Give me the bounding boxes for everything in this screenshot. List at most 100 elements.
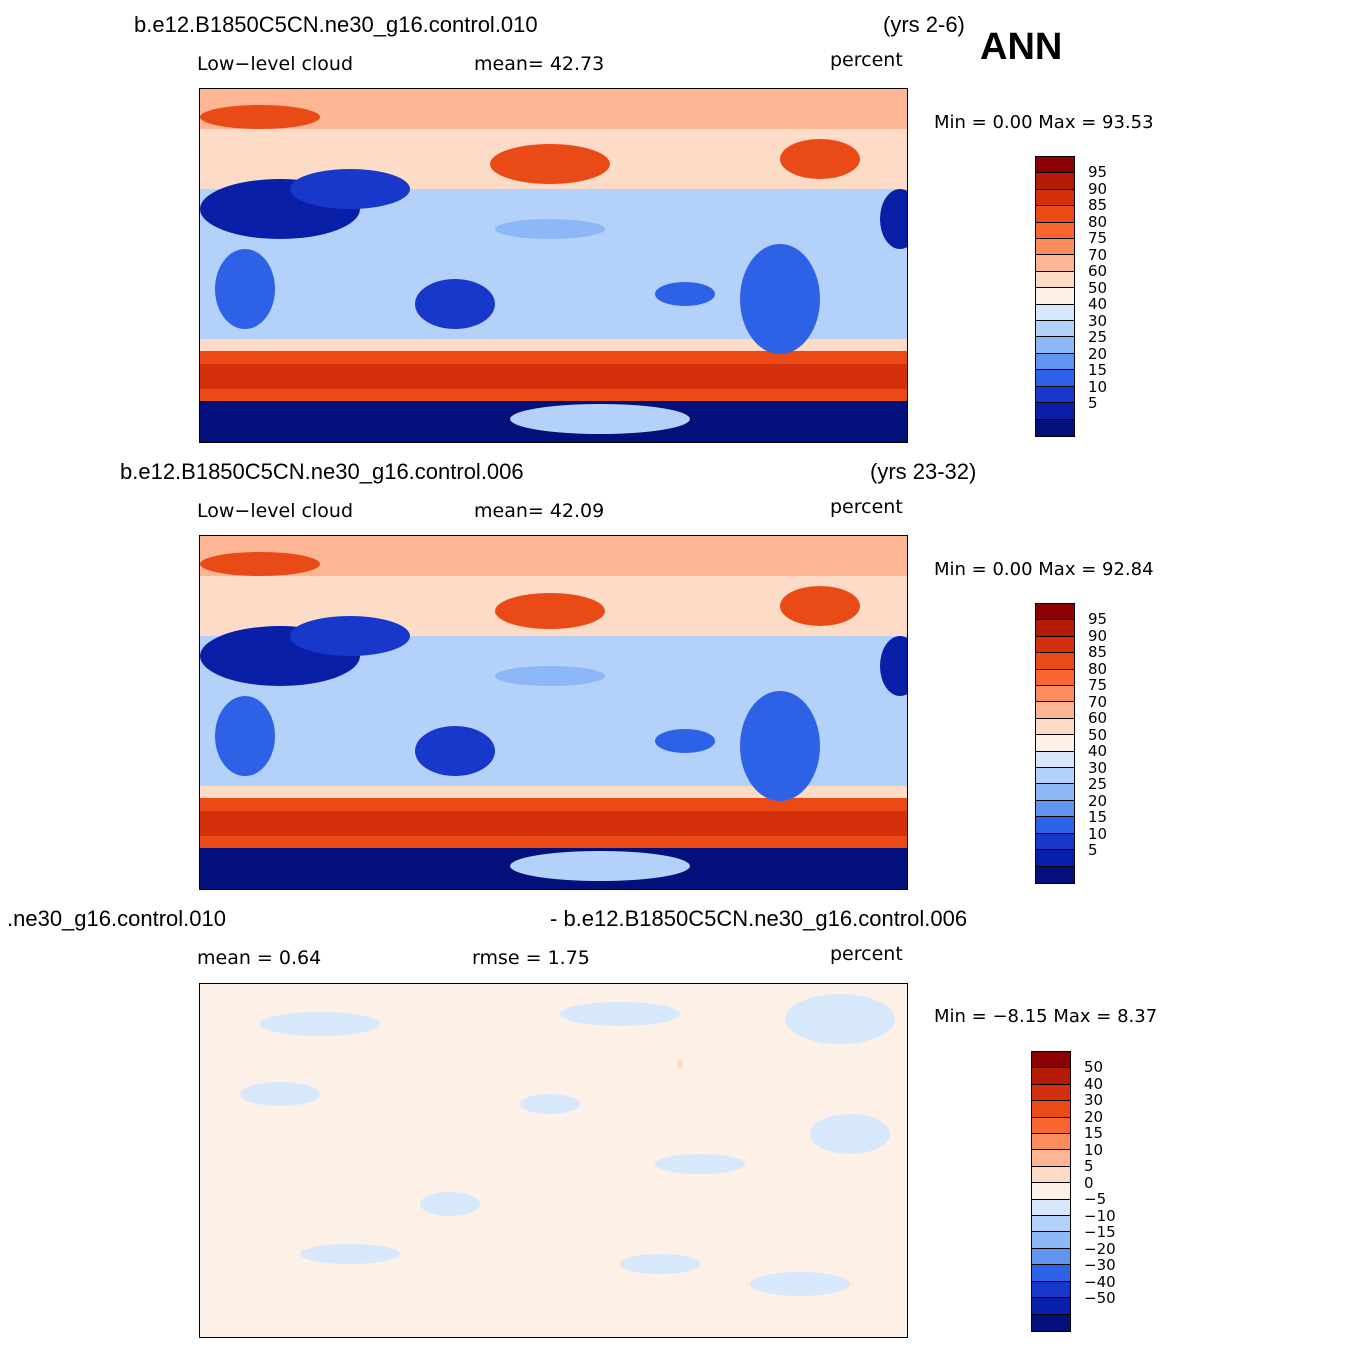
mean-label: mean = 0.64 xyxy=(197,947,322,969)
colorbar-swatch xyxy=(1036,288,1074,305)
colorbar-tick-label: 85 xyxy=(1088,643,1108,662)
years-label: (yrs 2-6) xyxy=(883,12,965,37)
colorbar-swatch xyxy=(1032,1232,1070,1249)
min-max-label: Min = 0.00 Max = 92.84 xyxy=(934,559,1154,580)
colorbar-tick-label: 5 xyxy=(1088,841,1098,860)
colorbar-tick-label: −15 xyxy=(1084,1223,1116,1242)
colorbar-tick-label: 0 xyxy=(1084,1173,1094,1192)
diff-map-svg xyxy=(200,984,907,1337)
colorbar-swatch xyxy=(1036,636,1074,654)
colorbar-swatch xyxy=(1032,1248,1070,1266)
units-label: percent xyxy=(830,496,903,518)
colorbar-swatch xyxy=(1036,370,1074,387)
colorbar-tick-label: 15 xyxy=(1084,1124,1104,1143)
contour-map xyxy=(199,535,908,890)
colorbar-tick-label: 60 xyxy=(1088,709,1108,728)
colorbar-swatch xyxy=(1032,1183,1070,1200)
colorbar-swatch xyxy=(1032,1052,1070,1069)
colorbar-swatch xyxy=(1036,751,1074,769)
colorbar-tick-label: 20 xyxy=(1088,344,1108,363)
colorbar-swatch xyxy=(1032,1150,1070,1167)
colorbar-tick-label: 50 xyxy=(1088,725,1108,744)
colorbar-tick-label: 30 xyxy=(1088,758,1108,777)
colorbar-swatch xyxy=(1032,1281,1070,1299)
colorbar-tick-label: 20 xyxy=(1088,791,1108,810)
colorbar-swatch xyxy=(1032,1298,1070,1315)
colorbar-tick-label: 25 xyxy=(1088,775,1108,794)
colorbar-swatch xyxy=(1036,255,1074,272)
colorbar-swatch xyxy=(1036,833,1074,851)
colorbar-tick-label: 80 xyxy=(1088,212,1108,231)
colorbar-tick-label: −30 xyxy=(1084,1256,1116,1275)
colorbar-tick-label: 85 xyxy=(1088,196,1108,215)
colorbar-swatch xyxy=(1036,403,1074,420)
field-map-svg xyxy=(200,536,907,889)
colorbar-tick-label: 70 xyxy=(1088,692,1108,711)
colorbar-swatch xyxy=(1036,189,1074,207)
colorbar-tick-label: −50 xyxy=(1084,1289,1116,1308)
case-title: .ne30_g16.control.010 xyxy=(7,906,226,931)
colorbar-swatch xyxy=(1036,386,1074,404)
colorbar xyxy=(1031,1051,1071,1332)
colorbar-swatch xyxy=(1036,239,1074,256)
colorbar-tick-label: 15 xyxy=(1088,361,1108,380)
colorbar-swatch xyxy=(1032,1166,1070,1184)
colorbar-tick-label: 40 xyxy=(1088,295,1108,314)
mean-label: mean= 42.73 xyxy=(474,53,605,75)
colorbar-swatch xyxy=(1036,206,1074,223)
colorbar-swatch xyxy=(1032,1216,1070,1233)
colorbar-swatch xyxy=(1036,850,1074,867)
units-label: percent xyxy=(830,49,903,71)
colorbar-tick-label: 60 xyxy=(1088,262,1108,281)
rmse-label: rmse = 1.75 xyxy=(472,947,590,969)
colorbar-tick-label: −20 xyxy=(1084,1239,1116,1258)
colorbar-tick-label: 80 xyxy=(1088,659,1108,678)
colorbar-swatch xyxy=(1036,702,1074,719)
colorbar-swatch xyxy=(1032,1084,1070,1102)
colorbar-swatch xyxy=(1036,784,1074,801)
colorbar-swatch xyxy=(1036,718,1074,736)
colorbar-tick-label: 15 xyxy=(1088,808,1108,827)
colorbar-tick-label: 25 xyxy=(1088,328,1108,347)
colorbar-tick-label: 30 xyxy=(1084,1091,1104,1110)
colorbar-swatch xyxy=(1036,686,1074,703)
colorbar-swatch xyxy=(1036,735,1074,752)
colorbar-swatch xyxy=(1036,866,1074,883)
colorbar-tick-label: −5 xyxy=(1084,1190,1107,1209)
contour-map xyxy=(199,88,908,443)
colorbar-tick-label: 20 xyxy=(1084,1107,1104,1126)
min-max-label: Min = 0.00 Max = 93.53 xyxy=(934,112,1154,133)
colorbar-tick-label: 10 xyxy=(1088,377,1108,396)
colorbar-swatch xyxy=(1036,669,1074,687)
case-title: b.e12.B1850C5CN.ne30_g16.control.006 xyxy=(120,459,524,484)
colorbar-swatch xyxy=(1036,353,1074,371)
colorbar-tick-label: 40 xyxy=(1084,1074,1104,1093)
colorbar-swatch xyxy=(1032,1101,1070,1118)
colorbar-swatch xyxy=(1036,337,1074,354)
colorbar xyxy=(1035,603,1075,884)
season-label: ANN xyxy=(980,26,1063,68)
colorbar-tick-label: 75 xyxy=(1088,676,1108,695)
colorbar-swatch xyxy=(1036,817,1074,834)
colorbar-swatch xyxy=(1032,1265,1070,1282)
colorbar-tick-label: 90 xyxy=(1088,179,1108,198)
colorbar-swatch xyxy=(1032,1199,1070,1217)
variable-label: Low−level cloud xyxy=(197,500,354,522)
colorbar-tick-label: 95 xyxy=(1088,610,1108,629)
colorbar-tick-label: 75 xyxy=(1088,229,1108,248)
colorbar-tick-label: 50 xyxy=(1084,1058,1104,1077)
colorbar-tick-label: 30 xyxy=(1088,311,1108,330)
colorbar-swatch xyxy=(1032,1314,1070,1331)
colorbar-tick-label: −10 xyxy=(1084,1206,1116,1225)
colorbar-swatch xyxy=(1032,1134,1070,1151)
difference-label: - b.e12.B1850C5CN.ne30_g16.control.006 xyxy=(550,906,968,931)
colorbar-swatch xyxy=(1032,1117,1070,1135)
colorbar-swatch xyxy=(1036,419,1074,436)
colorbar-tick-label: −40 xyxy=(1084,1272,1116,1291)
mean-label: mean= 42.09 xyxy=(474,500,605,522)
colorbar-tick-label: 95 xyxy=(1088,163,1108,182)
min-max-label: Min = −8.15 Max = 8.37 xyxy=(934,1006,1158,1027)
colorbar-tick-label: 50 xyxy=(1088,278,1108,297)
colorbar-tick-label: 40 xyxy=(1088,742,1108,761)
colorbar-swatch xyxy=(1036,653,1074,670)
